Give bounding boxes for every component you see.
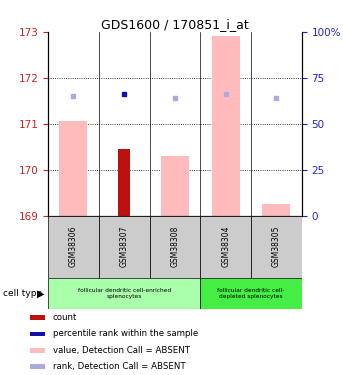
Text: follicular dendritic cell-enriched
splenocytes: follicular dendritic cell-enriched splen…	[78, 288, 171, 299]
Bar	[31, 332, 45, 336]
Title: GDS1600 / 170851_i_at: GDS1600 / 170851_i_at	[101, 18, 249, 31]
Text: value, Detection Call = ABSENT: value, Detection Call = ABSENT	[53, 346, 190, 355]
Bar	[262, 204, 291, 216]
Bar	[251, 216, 302, 278]
Bar	[150, 216, 200, 278]
Bar	[31, 364, 45, 369]
Text: cell type: cell type	[3, 289, 43, 298]
Text: GSM38305: GSM38305	[272, 226, 281, 267]
Text: ▶: ▶	[37, 288, 44, 298]
Text: percentile rank within the sample: percentile rank within the sample	[53, 330, 198, 339]
Bar	[48, 278, 200, 309]
Text: GSM38304: GSM38304	[221, 226, 230, 267]
Bar	[48, 216, 99, 278]
Bar	[200, 278, 302, 309]
Bar	[99, 216, 150, 278]
Bar	[59, 122, 87, 216]
Bar	[212, 36, 240, 216]
Text: count: count	[53, 313, 77, 322]
Bar	[200, 216, 251, 278]
Bar	[31, 348, 45, 353]
Bar	[31, 315, 45, 320]
Text: rank, Detection Call = ABSENT: rank, Detection Call = ABSENT	[53, 362, 185, 371]
Text: follicular dendritic cell-
depleted splenocytes: follicular dendritic cell- depleted sple…	[217, 288, 285, 299]
Text: GSM38308: GSM38308	[170, 226, 179, 267]
Bar	[118, 149, 130, 216]
Text: GSM38306: GSM38306	[69, 226, 78, 267]
Bar	[161, 156, 189, 216]
Text: GSM38307: GSM38307	[120, 226, 129, 267]
